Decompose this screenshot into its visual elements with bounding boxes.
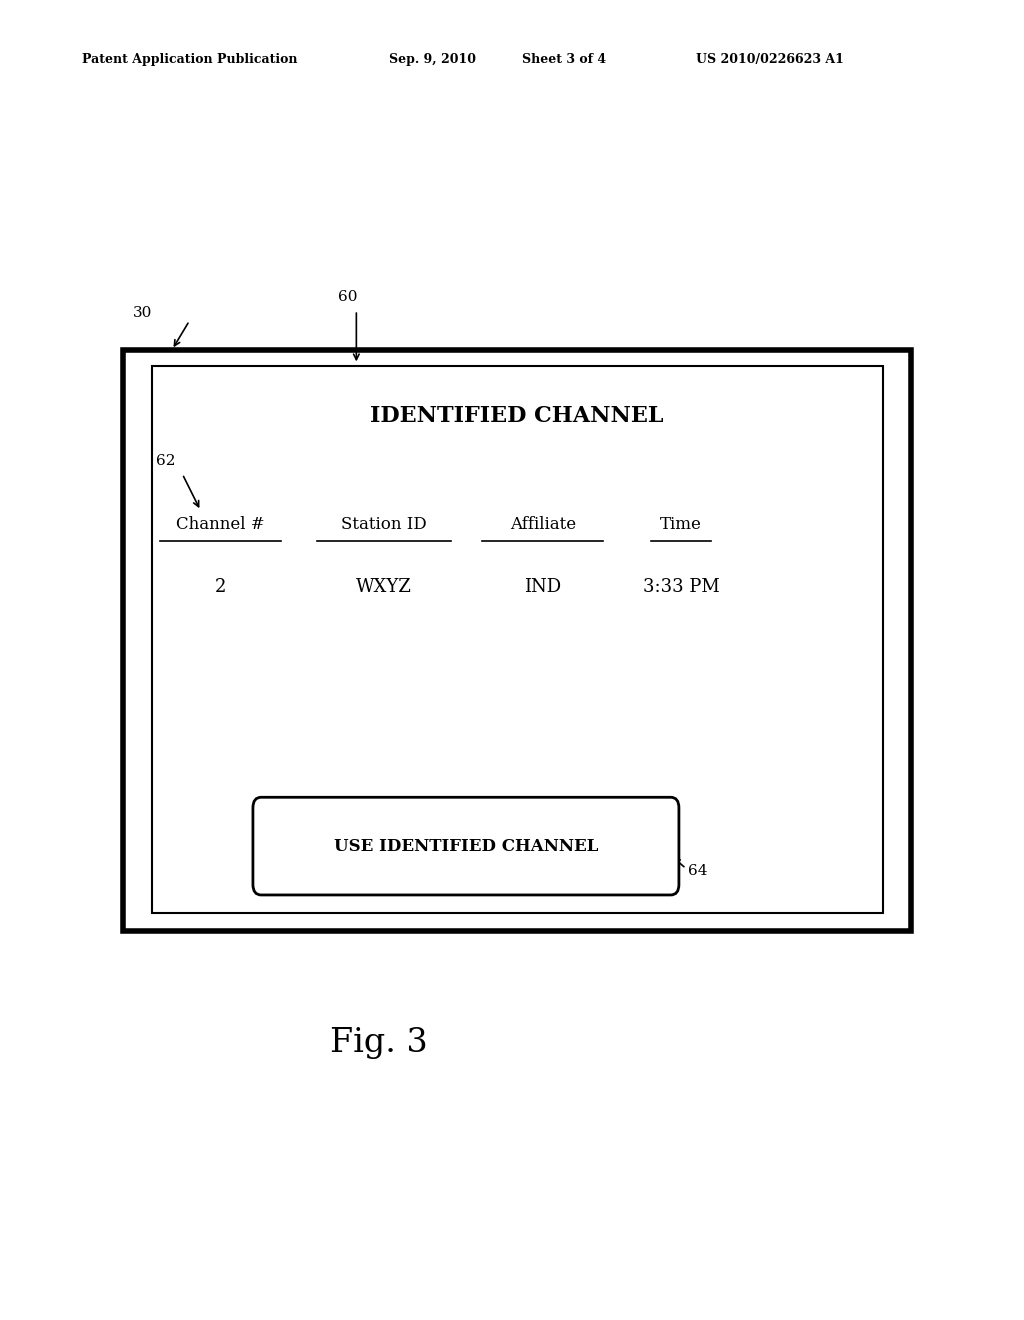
Bar	[152, 366, 883, 913]
Text: 2: 2	[214, 578, 226, 597]
Text: IDENTIFIED CHANNEL: IDENTIFIED CHANNEL	[371, 405, 664, 426]
FancyBboxPatch shape	[253, 797, 679, 895]
Bar	[123, 350, 911, 931]
Text: 64: 64	[688, 865, 708, 878]
Text: Station ID: Station ID	[341, 516, 427, 532]
Text: 60: 60	[338, 290, 357, 304]
Text: 30: 30	[133, 306, 153, 319]
Text: Channel #: Channel #	[176, 516, 264, 532]
Text: USE IDENTIFIED CHANNEL: USE IDENTIFIED CHANNEL	[334, 838, 598, 854]
Text: IND: IND	[524, 578, 561, 597]
Text: Fig. 3: Fig. 3	[330, 1027, 428, 1059]
Text: US 2010/0226623 A1: US 2010/0226623 A1	[696, 53, 844, 66]
Text: 3:33 PM: 3:33 PM	[643, 578, 719, 597]
Text: Affiliate: Affiliate	[510, 516, 575, 532]
Text: Sep. 9, 2010: Sep. 9, 2010	[389, 53, 476, 66]
Text: WXYZ: WXYZ	[356, 578, 412, 597]
Text: Time: Time	[660, 516, 701, 532]
Text: Patent Application Publication: Patent Application Publication	[82, 53, 297, 66]
Text: 62: 62	[156, 454, 175, 467]
Text: Sheet 3 of 4: Sheet 3 of 4	[522, 53, 606, 66]
